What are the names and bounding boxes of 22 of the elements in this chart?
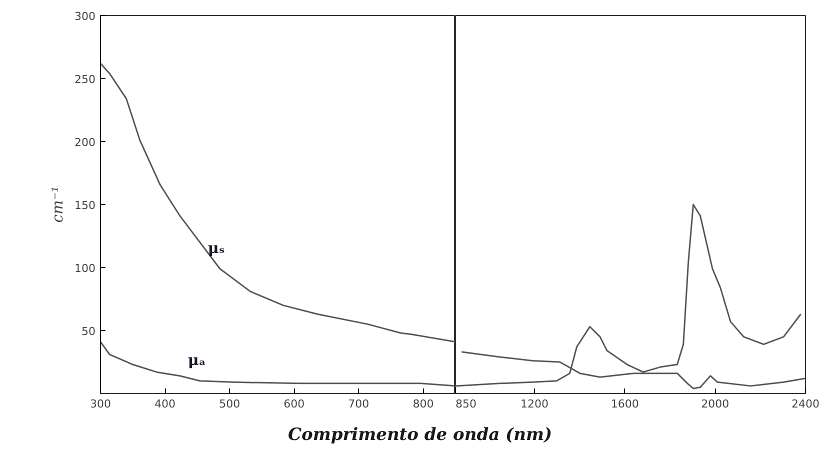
y-tick-label: 50 — [82, 325, 96, 338]
y-tick-label: 200 — [74, 136, 96, 149]
y-axis-title: cm⁻¹ — [48, 186, 67, 223]
x-tick-label: 400 — [154, 398, 176, 410]
x-tick-label: 800 — [412, 398, 434, 410]
series-label: μₐ — [188, 350, 206, 369]
y-tick-label: 100 — [74, 262, 96, 275]
x-tick-label: 2400 — [792, 398, 820, 410]
x-tick-label: 1600 — [610, 398, 639, 410]
x-tick-label: 850 — [456, 398, 476, 410]
x-tick-label: 700 — [348, 398, 370, 410]
x-axis-title: Comprimento de onda (nm) — [288, 424, 552, 447]
line-series — [100, 62, 455, 343]
y-tick-label: 300 — [74, 10, 96, 23]
x-tick-label: 300 — [90, 398, 111, 410]
x-tick-label: 2000 — [701, 398, 730, 410]
x-tick-label: 500 — [219, 398, 240, 410]
y-tick-label: 250 — [74, 73, 96, 86]
y-tick-label: 150 — [74, 199, 96, 212]
x-tick-label: 1200 — [520, 398, 549, 410]
x-tick-label: 600 — [284, 398, 305, 410]
series-label: μₛ — [208, 238, 225, 257]
